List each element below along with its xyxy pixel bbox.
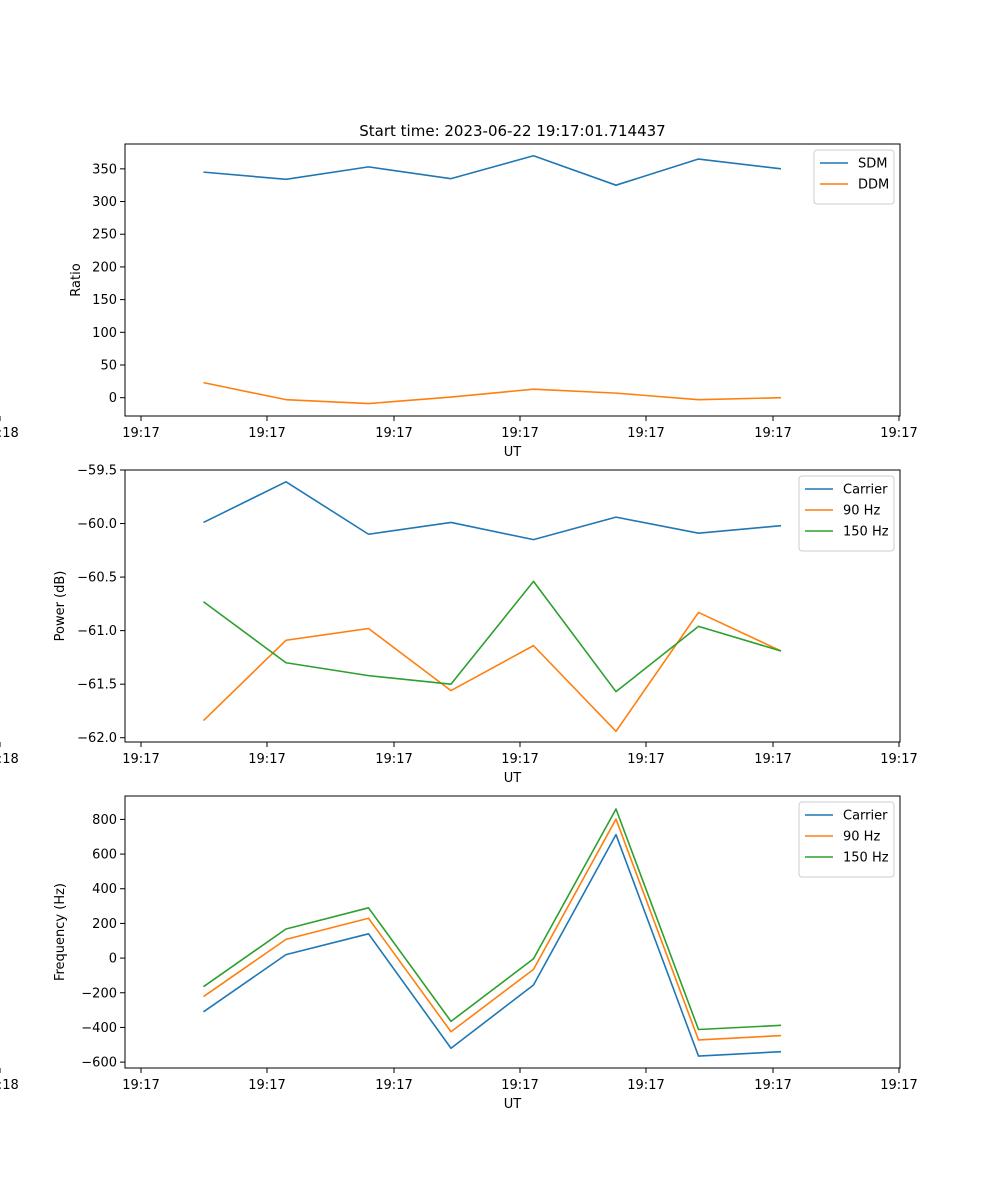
x-tick-label: 19:17 bbox=[122, 752, 159, 767]
y-axis-label: Frequency (Hz) bbox=[53, 883, 68, 981]
legend-box bbox=[798, 475, 895, 552]
x-tick-label: 19:17 bbox=[375, 752, 412, 767]
y-tick-label: −61.5 bbox=[77, 678, 117, 693]
legend-entry: Carrier bbox=[843, 483, 888, 498]
x-tick-label: 19:17 bbox=[627, 1078, 664, 1093]
y-tick-label: −59.5 bbox=[77, 464, 117, 479]
panel-1: 19:17 19:17 19:17 19:17 19:17 19:17 19:17 19:18… bbox=[0, 143, 918, 460]
x-tick-label: 19:17 bbox=[880, 426, 917, 441]
series-line-3 bbox=[203, 808, 782, 1031]
x-tick-label: 19:17 bbox=[122, 426, 159, 441]
legend-entry: 150 Hz bbox=[843, 851, 889, 866]
series-line-1 bbox=[203, 480, 782, 541]
axes-frame bbox=[124, 143, 901, 417]
x-tick-label: 19:17 bbox=[248, 1078, 285, 1093]
legend: Carrier 90 Hz 150 Hz bbox=[798, 475, 895, 552]
legend: SDM DDM bbox=[813, 149, 895, 205]
x-axis-label: UT bbox=[504, 771, 522, 786]
x-tick-label: 19:18 bbox=[0, 752, 19, 767]
y-tick-label: −61.0 bbox=[77, 624, 117, 639]
x-tick-label: 19:17 bbox=[627, 426, 664, 441]
series-line-1 bbox=[203, 833, 782, 1057]
y-tick-label: −60.0 bbox=[77, 517, 117, 532]
y-tick-label: 800 bbox=[92, 813, 117, 828]
series-line-2 bbox=[203, 381, 782, 405]
axes-frame bbox=[124, 469, 901, 743]
chart-title: Start time: 2023-06-22 19:17:01.714437 bbox=[359, 122, 665, 140]
series-line-3 bbox=[203, 580, 782, 693]
legend-box bbox=[798, 801, 895, 878]
x-tick-label: 19:17 bbox=[627, 752, 664, 767]
x-tick-label: 19:17 bbox=[501, 426, 538, 441]
series-line-2 bbox=[203, 818, 782, 1041]
x-tick-label: 19:18 bbox=[0, 426, 19, 441]
panel-3: 19:17 19:17 19:17 19:17 19:17 19:17 19:17 19:18… bbox=[0, 795, 918, 1112]
x-tick-label: 19:17 bbox=[501, 752, 538, 767]
x-tick-label: 19:17 bbox=[375, 1078, 412, 1093]
legend-entry: 90 Hz bbox=[843, 830, 880, 845]
x-tick-label: 19:17 bbox=[122, 1078, 159, 1093]
x-tick-label: 19:17 bbox=[880, 752, 917, 767]
legend-entry: 90 Hz bbox=[843, 504, 880, 519]
panel-2: 19:17 19:17 19:17 19:17 19:17 19:17 19:17 19:18… bbox=[0, 464, 918, 786]
x-tick-label: 19:17 bbox=[375, 426, 412, 441]
y-tick-label: −60.5 bbox=[77, 571, 117, 586]
y-tick-label: 150 bbox=[92, 293, 117, 308]
legend: Carrier 90 Hz 150 Hz bbox=[798, 801, 895, 878]
y-tick-label: −600 bbox=[81, 1056, 117, 1071]
y-tick-label: −62.0 bbox=[77, 731, 117, 746]
y-tick-label: 400 bbox=[92, 882, 117, 897]
x-tick-label: 19:17 bbox=[754, 1078, 791, 1093]
y-tick-label: 200 bbox=[92, 917, 117, 932]
y-tick-label: 0 bbox=[109, 391, 117, 406]
x-tick-label: 19:18 bbox=[0, 1078, 19, 1093]
y-tick-label: 100 bbox=[92, 326, 117, 341]
x-tick-label: 19:17 bbox=[880, 1078, 917, 1093]
y-tick-label: −400 bbox=[81, 1021, 117, 1036]
x-axis-label: UT bbox=[504, 1097, 522, 1112]
chart-panels: 19:17 19:17 19:17 19:17 19:17 19:17 19:17 19:18… bbox=[0, 143, 918, 1112]
y-tick-label: 250 bbox=[92, 228, 117, 243]
x-tick-label: 19:17 bbox=[754, 426, 791, 441]
x-tick-label: 19:17 bbox=[248, 426, 285, 441]
series-line-1 bbox=[203, 154, 782, 186]
y-axis-label: Power (dB) bbox=[53, 571, 68, 642]
y-tick-label: −200 bbox=[81, 986, 117, 1001]
x-tick-label: 19:17 bbox=[754, 752, 791, 767]
y-tick-label: 350 bbox=[92, 162, 117, 177]
x-axis-label: UT bbox=[504, 445, 522, 460]
legend-entry: 150 Hz bbox=[843, 525, 889, 540]
legend-entry: Carrier bbox=[843, 809, 888, 824]
legend-entry: DDM bbox=[858, 178, 889, 193]
y-tick-label: 300 bbox=[92, 195, 117, 210]
axes-frame bbox=[124, 795, 901, 1069]
y-axis-label: Ratio bbox=[69, 263, 84, 296]
legend-entry: SDM bbox=[858, 157, 887, 172]
y-tick-label: 200 bbox=[92, 260, 117, 275]
y-tick-label: 50 bbox=[100, 359, 117, 374]
y-tick-label: 0 bbox=[109, 952, 117, 967]
x-tick-label: 19:17 bbox=[248, 752, 285, 767]
series-line-2 bbox=[202, 611, 782, 733]
x-tick-label: 19:17 bbox=[501, 1078, 538, 1093]
y-tick-label: 600 bbox=[92, 848, 117, 863]
